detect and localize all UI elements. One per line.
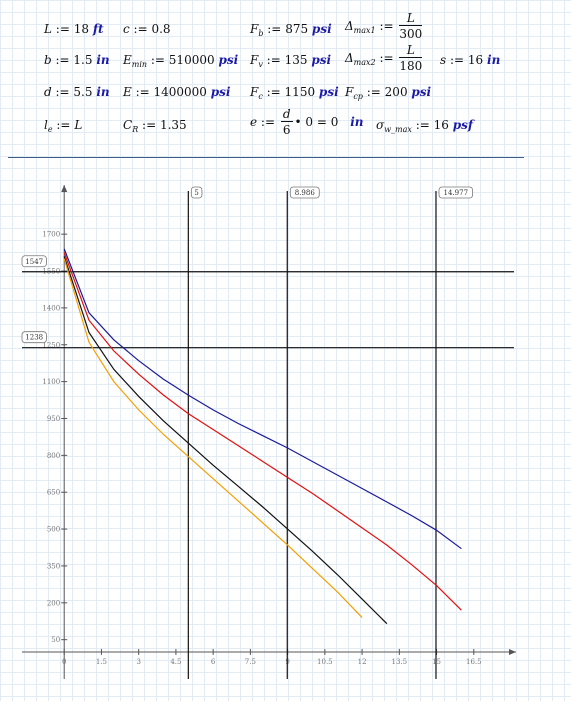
- vertical-marker-label: 8.986: [295, 189, 316, 197]
- def-L: L := 18 ft: [44, 22, 104, 36]
- def-sigma-w-max: σw_max := 16 psf: [376, 118, 474, 134]
- y-tick-label: 800: [47, 452, 60, 460]
- def-E: E := 1400000 psi: [123, 85, 231, 99]
- def-s: s := 16 in: [440, 53, 501, 67]
- x-tick-label: 4.5: [170, 658, 181, 666]
- vertical-marker-label: 5: [194, 189, 198, 197]
- x-tick-label: 1.5: [96, 658, 107, 666]
- vertical-marker-label-box: [289, 186, 320, 199]
- y-tick-label: 1700: [42, 231, 60, 239]
- x-tick-label: 13.5: [392, 658, 408, 666]
- series-line-4: [63, 258, 363, 619]
- def-Fcp: Fcp := 200 psi: [345, 85, 432, 101]
- y-tick-label: 1250: [42, 341, 60, 349]
- y-tick-label: 650: [47, 489, 60, 497]
- x-tick-label: 3: [136, 658, 140, 666]
- x-tick-label: 7.5: [245, 658, 256, 666]
- vertical-marker-label: 14.977: [444, 189, 469, 197]
- def-Fc: Fc := 1150 psi: [250, 85, 339, 101]
- horizontal-marker-label-box: [21, 331, 47, 344]
- series-line-2: [63, 252, 462, 611]
- def-delta-max1: Δmax1 := L 300: [345, 11, 423, 41]
- horizontal-marker-label: 1547: [25, 258, 43, 266]
- def-le: le := L: [44, 118, 83, 134]
- def-d: d := 5.5 in: [44, 85, 110, 99]
- y-tick-label: 1400: [42, 304, 60, 312]
- def-e: e := d 6 • 0 = 0 in: [250, 107, 364, 138]
- x-tick-label: 10.5: [317, 658, 333, 666]
- def-Fv: Fv := 135 psi: [250, 53, 332, 69]
- def-b: b := 1.5 in: [44, 53, 110, 67]
- series-line-3: [63, 256, 388, 625]
- horizontal-marker-label: 1238: [25, 334, 43, 342]
- y-tick-label: 350: [47, 562, 60, 570]
- def-delta-max2: Δmax2 := L 180: [345, 43, 423, 73]
- x-tick-label: 0: [62, 658, 66, 666]
- vertical-marker-label-box: [190, 186, 203, 199]
- y-tick-label: 950: [47, 415, 60, 423]
- vertical-marker-label-box: [438, 186, 473, 199]
- region-separator: [8, 157, 524, 158]
- def-CR: CR := 1.35: [123, 118, 187, 134]
- x-tick-label: 6: [211, 658, 216, 666]
- def-Emin: Emin := 510000 psi: [123, 53, 239, 69]
- def-Fb: Fb := 875 psi: [250, 22, 332, 38]
- y-axis-arrow-icon: [61, 185, 68, 192]
- series-line-1: [63, 248, 462, 550]
- x-tick-label: 16.5: [466, 658, 482, 666]
- y-tick-label: 200: [47, 599, 60, 607]
- horizontal-marker-label-box: [21, 255, 47, 268]
- def-c: c := 0.8: [123, 22, 171, 36]
- x-tick-label: 12: [358, 658, 367, 666]
- x-axis-arrow-icon: [509, 648, 516, 655]
- y-tick-label: 50: [51, 636, 60, 644]
- plot-region[interactable]: 01.534.567.5910.51213.51516.550200350500…: [0, 180, 571, 701]
- y-tick-label: 500: [47, 526, 60, 534]
- y-tick-label: 1100: [42, 378, 60, 386]
